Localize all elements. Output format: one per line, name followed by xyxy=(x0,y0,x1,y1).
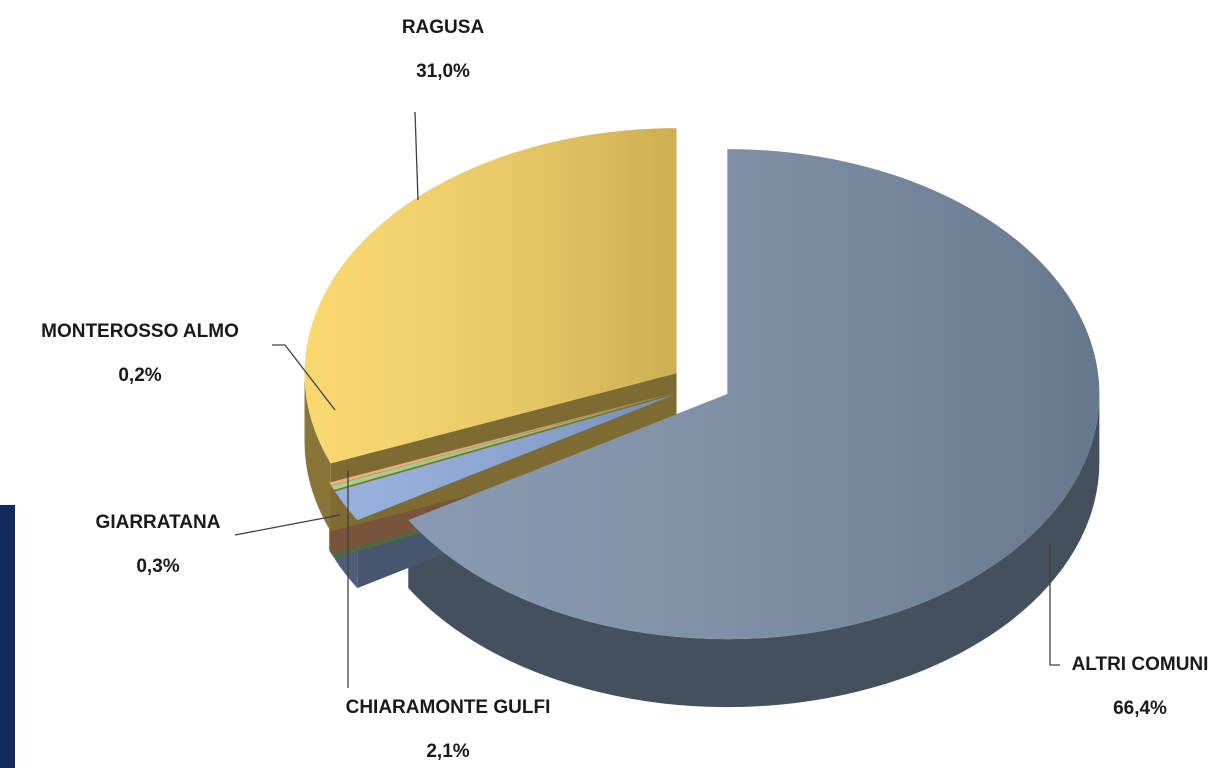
slice-shade xyxy=(408,149,1100,640)
slice-label: ALTRI COMUNI xyxy=(1072,654,1209,675)
leader-line xyxy=(272,344,336,411)
slice-label: GIARRATANA xyxy=(96,512,221,533)
slice-value-label: 31,0% xyxy=(416,61,470,82)
labels: ALTRI COMUNI 66,4% CHIARAMONTE GULFI 2,1% GI… xyxy=(41,17,1208,762)
slice-value-label: 2,1% xyxy=(426,741,469,762)
slice-wall xyxy=(408,394,1100,708)
slice-label: MONTEROSSO ALMO xyxy=(41,321,239,342)
slice-shade xyxy=(334,394,677,521)
slice-shade xyxy=(331,392,676,490)
slice-value-label: 0,3% xyxy=(136,556,179,577)
slice-value-label: 66,4% xyxy=(1113,698,1167,719)
slice-shade xyxy=(304,128,677,464)
pie xyxy=(304,128,1100,708)
slice-label: CHIARAMONTE GULFI xyxy=(346,697,551,718)
slice-wall xyxy=(304,373,331,532)
leader-line xyxy=(234,514,341,536)
slice-label: RAGUSA xyxy=(402,17,485,38)
leader-line xyxy=(1049,545,1060,666)
slice-shade xyxy=(329,392,676,486)
side-strip xyxy=(0,505,15,768)
slice-value-label: 0,2% xyxy=(118,365,161,386)
leader-line xyxy=(414,111,419,201)
